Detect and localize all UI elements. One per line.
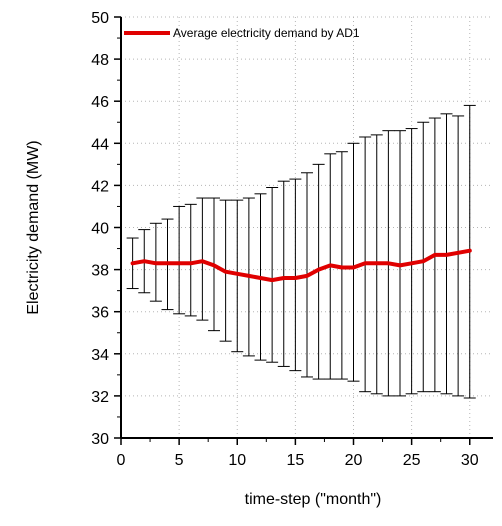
x-tick-label: 20: [345, 452, 363, 469]
y-tick-label: 40: [91, 221, 109, 238]
y-tick-label: 32: [91, 389, 109, 406]
x-tick-label: 0: [117, 452, 126, 469]
legend-label: Average electricity demand by AD1: [173, 26, 360, 40]
y-tick-label: 46: [91, 94, 109, 111]
y-tick-label: 36: [91, 305, 109, 322]
y-tick-label: 48: [91, 52, 109, 69]
series-line-average-demand: [130, 248, 472, 283]
y-tick-label: 34: [91, 347, 109, 364]
y-tick-label: 50: [91, 10, 109, 27]
x-tick-label: 25: [403, 452, 421, 469]
y-axis-title: Electricity demand (MW): [25, 140, 42, 314]
y-tick-label: 38: [91, 263, 109, 280]
series-line-layer: [130, 248, 472, 283]
x-tick-label: 5: [175, 452, 184, 469]
x-tick-label: 30: [461, 452, 479, 469]
x-tick-label: 10: [228, 452, 246, 469]
ticks: 0 5 10 15 20 25 30 30 32 34 36 38 40 42 44 46 48 50: [91, 10, 479, 469]
y-tick-label: 30: [91, 431, 109, 448]
legend: Average electricity demand by AD1: [124, 26, 360, 40]
x-tick-label: 15: [286, 452, 304, 469]
y-tick-label: 42: [91, 178, 109, 195]
y-tick-label: 44: [91, 136, 109, 153]
x-axis-title: time-step ("month"): [245, 491, 382, 508]
